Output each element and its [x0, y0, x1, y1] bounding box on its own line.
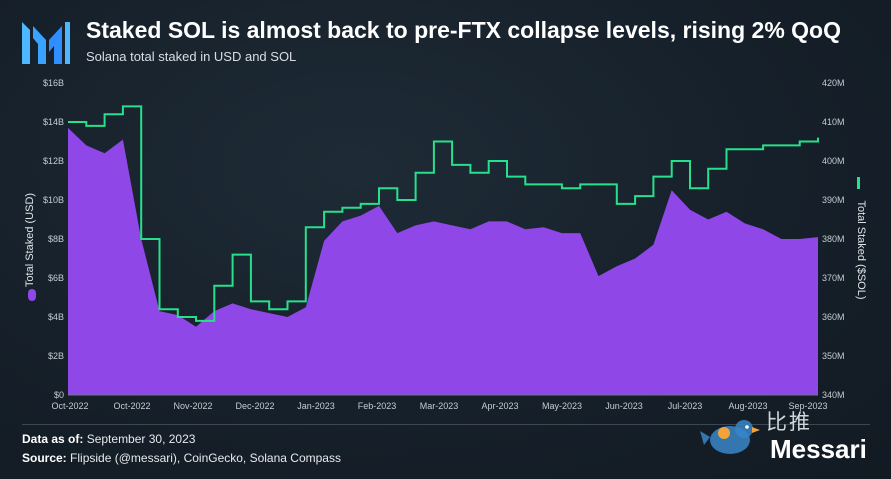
x-tick-label: Oct-2022 — [113, 401, 150, 411]
y-left-tick-label: $4B — [48, 312, 64, 322]
footer-date: Data as of: September 30, 2023 — [22, 432, 196, 446]
x-tick-label: Dec-2022 — [235, 401, 274, 411]
y-right-tick-label: 400M — [822, 156, 845, 166]
x-tick-label: Feb-2023 — [358, 401, 397, 411]
y-right-axis-title: Total Staked ($SOL) — [855, 200, 867, 299]
y-left-tick-label: $6B — [48, 273, 64, 283]
y-right-tick-label: 420M — [822, 78, 845, 88]
y-right-tick-label: 360M — [822, 312, 845, 322]
watermark-text: 比推 — [766, 411, 812, 434]
x-axis: Oct-2022 Oct-2022 Nov-2022 Dec-2022 Jan-2023… — [51, 401, 827, 411]
x-tick-label: Apr-2023 — [481, 401, 518, 411]
x-tick-label: Sep-2023 — [788, 401, 827, 411]
y-left-tick-label: $8B — [48, 234, 64, 244]
y-left-axis: $0 $2B $4B $6B $8B $10B $12B $14B $16B — [43, 78, 64, 400]
y-right-axis: 340M 350M 360M 370M 380M 390M 400M 410M 420M — [822, 78, 845, 400]
svg-text:Total Staked (USD): Total Staked (USD) — [24, 193, 36, 287]
y-left-axis-title: Total Staked (USD) — [24, 193, 36, 287]
y-right-tick-label: 390M — [822, 195, 845, 205]
y-left-tick-label: $10B — [43, 195, 64, 205]
brand-name: Messari — [770, 434, 867, 464]
footer-divider — [22, 424, 870, 425]
y-right-tick-label: 350M — [822, 351, 845, 361]
y-left-tick-label: $16B — [43, 78, 64, 88]
x-tick-label: Jul-2023 — [668, 401, 703, 411]
legend-sol-swatch — [857, 177, 860, 189]
x-tick-label: Aug-2023 — [728, 401, 767, 411]
y-left-tick-label: $0 — [54, 390, 64, 400]
y-left-tick-label: $12B — [43, 156, 64, 166]
y-left-tick-label: $14B — [43, 117, 64, 127]
x-tick-label: Oct-2022 — [51, 401, 88, 411]
y-right-tick-label: 370M — [822, 273, 845, 283]
x-tick-label: Nov-2022 — [173, 401, 212, 411]
x-tick-label: Mar-2023 — [420, 401, 459, 411]
x-tick-label: May-2023 — [542, 401, 582, 411]
chart-title: Staked SOL is almost back to pre-FTX col… — [86, 17, 841, 43]
x-tick-label: Jun-2023 — [605, 401, 643, 411]
y-right-tick-label: 340M — [822, 390, 845, 400]
svg-text:Total Staked ($SOL): Total Staked ($SOL) — [855, 200, 867, 299]
legend-usd-swatch — [28, 289, 36, 301]
y-right-tick-label: 380M — [822, 234, 845, 244]
footer-source: Source: Flipside (@messari), CoinGecko, … — [22, 451, 341, 465]
chart-subtitle: Solana total staked in USD and SOL — [86, 49, 297, 64]
x-tick-label: Jan-2023 — [297, 401, 335, 411]
series-line-sol — [68, 105, 819, 322]
messari-logo-icon — [22, 22, 70, 64]
y-left-tick-label: $2B — [48, 351, 64, 361]
series-area-usd — [68, 127, 818, 396]
bird-watermark-icon — [700, 420, 760, 454]
y-right-tick-label: 410M — [822, 117, 845, 127]
